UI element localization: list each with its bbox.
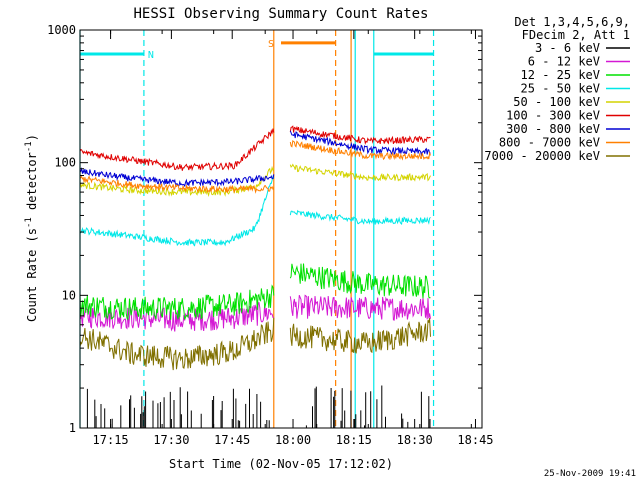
x-tick-label: 18:30: [397, 433, 433, 447]
series-line-4-0: [79, 165, 275, 197]
legend-label-2: 12 - 25 keV: [521, 68, 600, 82]
y-tick-label: 1000: [47, 23, 76, 37]
x-tick-label: 18:45: [457, 433, 493, 447]
series-line-8-1: [289, 318, 431, 354]
legend-label-5: 100 - 300 keV: [506, 109, 600, 123]
y-tick-label: 1: [69, 421, 76, 435]
night-label: N: [148, 50, 154, 61]
x-tick-label: 18:00: [275, 433, 311, 447]
x-tick-label: 17:45: [214, 433, 250, 447]
series-line-4-1: [289, 163, 431, 182]
series-line-2-1: [289, 263, 431, 299]
legend-label-3: 25 - 50 keV: [521, 82, 600, 96]
legend-header-line-2: FDecim 2, Att 1: [522, 28, 630, 42]
series-line-7-1: [289, 140, 431, 161]
series-line-1-1: [289, 294, 431, 321]
legend-label-4: 50 - 100 keV: [513, 95, 600, 109]
legend-label-8: 7000 - 20000 keV: [484, 149, 600, 163]
series-line-5-1: [289, 125, 431, 145]
legend-label-1: 6 - 12 keV: [528, 55, 600, 69]
series-line-0-0: [86, 387, 270, 428]
series-line-7-0: [79, 175, 275, 194]
y-axis-label: Count Rate (s-1 detector-1): [24, 134, 39, 322]
legend-header-line-1: Det 1,3,4,5,6,9,: [514, 15, 630, 29]
plot-frame: [79, 29, 483, 429]
legend-label-6: 300 - 800 keV: [506, 122, 600, 136]
series-line-0-1: [305, 385, 431, 428]
x-tick-label: 18:15: [336, 433, 372, 447]
chart-title: HESSI Observing Summary Count Rates: [133, 6, 428, 22]
legend: Det 1,3,4,5,6,9, FDecim 2, Att 1 3 - 6 k…: [484, 15, 630, 163]
x-tick-label: 17:15: [93, 433, 129, 447]
x-axis-label: Start Time (02-Nov-05 17:12:02): [169, 457, 393, 471]
series-line-6-0: [79, 166, 275, 188]
axes: 1 10 100 1000 17:15 17:30 17:45 18:00 18:15 18:30…: [47, 23, 493, 447]
series-line-8-0: [79, 317, 275, 371]
plot-area: NS: [79, 30, 435, 428]
series-line-2-0: [79, 284, 275, 321]
legend-label-0: 3 - 6 keV: [535, 41, 600, 55]
series-line-3-1: [289, 209, 431, 225]
x-tick-label: 17:30: [153, 433, 189, 447]
series-line-5-0: [79, 128, 275, 172]
y-tick-label: 10: [62, 288, 76, 302]
y-tick-label: 100: [54, 156, 76, 170]
saa-label: S: [268, 39, 274, 50]
footer-timestamp: 25-Nov-2009 19:41: [544, 469, 636, 479]
series-line-6-1: [289, 130, 431, 157]
legend-label-7: 800 - 7000 keV: [499, 136, 600, 150]
series-line-3-0: [79, 174, 275, 247]
